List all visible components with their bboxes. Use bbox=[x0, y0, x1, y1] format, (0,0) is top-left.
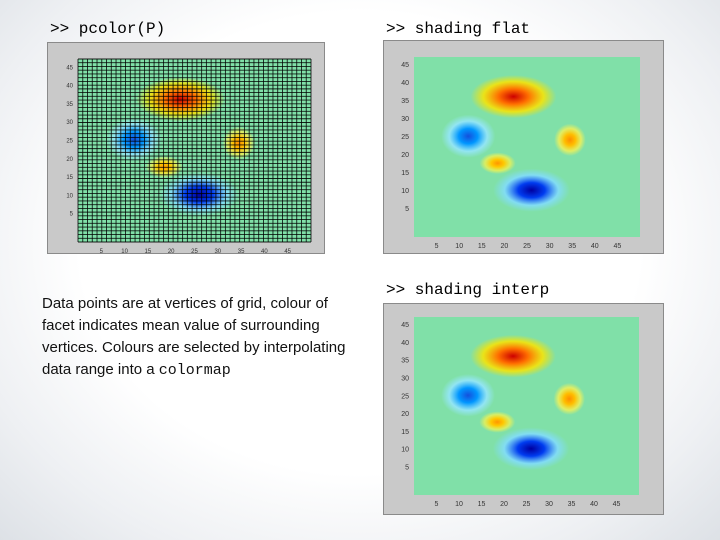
y-tick-label: 45 bbox=[401, 62, 409, 69]
y-tick-label: 30 bbox=[401, 376, 409, 383]
shading-flat-plot: 5 10 15 20 25 30 35 40 45 45 40 35 30 25 20 15 10 5 bbox=[401, 57, 640, 250]
surface-trough-bottom bbox=[492, 427, 570, 471]
x-tick-label: 45 bbox=[614, 243, 622, 250]
x-tick-label: 25 bbox=[523, 243, 531, 250]
description-body: Data points are at vertices of grid, col… bbox=[42, 295, 346, 378]
x-tick-label: 35 bbox=[568, 243, 576, 250]
pcolor-plot: 5 10 15 20 25 30 35 40 45 45 40 35 30 25 20 15 10 5 bbox=[66, 58, 312, 255]
y-tick-label: 35 bbox=[401, 98, 409, 105]
y-tick-label: 15 bbox=[401, 170, 409, 177]
x-tick-label: 25 bbox=[523, 501, 531, 508]
surface-trough-left bbox=[441, 114, 496, 158]
x-tick-label: 5 bbox=[435, 243, 439, 250]
y-tick-label: 30 bbox=[66, 120, 73, 126]
y-tick-label: 20 bbox=[66, 157, 73, 163]
surface-peak-right bbox=[554, 123, 586, 156]
caption-shading-interp: >> shading interp bbox=[386, 281, 550, 299]
x-tick-label: 5 bbox=[100, 249, 104, 255]
pcolor-figure: 5 10 15 20 25 30 35 40 45 45 40 35 30 25 20 15 10 5 bbox=[47, 42, 325, 255]
y-tick-label: 20 bbox=[401, 152, 409, 159]
x-tick-label: 30 bbox=[545, 501, 553, 508]
y-tick-label: 35 bbox=[401, 358, 409, 365]
surface-peak-right bbox=[222, 126, 256, 160]
x-tick-label: 5 bbox=[435, 501, 439, 508]
y-tick-label: 15 bbox=[401, 429, 409, 436]
shading-interp-figure: 5 10 15 20 25 30 35 40 45 45 40 35 30 25 20 15 10 5 bbox=[383, 303, 664, 515]
x-tick-label: 20 bbox=[500, 501, 508, 508]
x-tick-label: 15 bbox=[478, 501, 486, 508]
y-tick-label: 45 bbox=[401, 322, 409, 329]
x-tick-label: 35 bbox=[238, 249, 245, 255]
surface-peak-small bbox=[479, 152, 516, 174]
y-tick-label: 25 bbox=[401, 393, 409, 400]
caption-shading-flat: >> shading flat bbox=[386, 20, 531, 38]
y-tick-label: 5 bbox=[405, 206, 409, 213]
y-tick-label: 45 bbox=[66, 65, 73, 71]
y-tick-label: 20 bbox=[401, 411, 409, 418]
x-tick-label: 40 bbox=[261, 249, 268, 255]
caption-pcolor: >> pcolor(P) bbox=[50, 20, 166, 38]
y-tick-label: 35 bbox=[66, 102, 73, 108]
x-tick-label: 35 bbox=[568, 501, 576, 508]
y-tick-label: 10 bbox=[66, 193, 73, 199]
y-tick-label: 25 bbox=[401, 134, 409, 141]
surface-peak-top bbox=[136, 77, 225, 122]
x-tick-label: 25 bbox=[191, 249, 198, 255]
x-tick-label: 20 bbox=[168, 249, 175, 255]
description-code: colormap bbox=[158, 362, 231, 379]
x-tick-label: 45 bbox=[284, 249, 291, 255]
surface-trough-bottom bbox=[493, 168, 570, 212]
x-tick-label: 10 bbox=[455, 501, 463, 508]
y-tick-label: 40 bbox=[401, 80, 409, 87]
y-tick-label: 15 bbox=[66, 175, 73, 181]
y-tick-label: 10 bbox=[401, 447, 409, 454]
y-tick-label: 30 bbox=[401, 116, 409, 123]
y-tick-label: 5 bbox=[405, 465, 409, 472]
surface-peak-right bbox=[553, 382, 585, 415]
surface-trough-left bbox=[441, 373, 495, 417]
x-tick-label: 30 bbox=[214, 249, 221, 255]
x-tick-label: 40 bbox=[590, 501, 598, 508]
surface-peak-small bbox=[479, 411, 516, 433]
x-tick-label: 40 bbox=[591, 243, 599, 250]
x-tick-label: 45 bbox=[613, 501, 621, 508]
surface-trough-bottom bbox=[159, 172, 239, 217]
x-tick-label: 15 bbox=[145, 249, 152, 255]
shading-flat-figure: 5 10 15 20 25 30 35 40 45 45 40 35 30 25 20 15 10 5 bbox=[383, 40, 664, 254]
surface-peak-top bbox=[470, 75, 557, 119]
surface-peak-top bbox=[470, 334, 556, 378]
x-tick-label: 20 bbox=[501, 243, 509, 250]
surface-trough-left bbox=[105, 117, 162, 162]
y-tick-label: 5 bbox=[70, 212, 74, 218]
y-tick-label: 40 bbox=[401, 340, 409, 347]
x-tick-label: 30 bbox=[546, 243, 554, 250]
shading-interp-plot: 5 10 15 20 25 30 35 40 45 45 40 35 30 25 20 15 10 5 bbox=[401, 317, 639, 508]
x-tick-label: 10 bbox=[121, 249, 128, 255]
y-tick-label: 40 bbox=[66, 84, 73, 90]
y-tick-label: 10 bbox=[401, 188, 409, 195]
x-tick-label: 10 bbox=[455, 243, 463, 250]
description-text: Data points are at vertices of grid, col… bbox=[42, 293, 357, 382]
x-tick-label: 15 bbox=[478, 243, 486, 250]
y-tick-label: 25 bbox=[66, 139, 73, 145]
